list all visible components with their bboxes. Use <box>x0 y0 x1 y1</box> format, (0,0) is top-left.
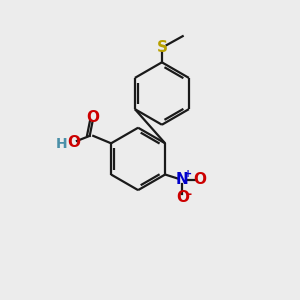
Text: S: S <box>156 40 167 55</box>
Text: N: N <box>176 172 189 188</box>
Text: O: O <box>67 135 80 150</box>
Text: O: O <box>176 190 189 205</box>
Text: O: O <box>86 110 99 125</box>
Text: H: H <box>56 137 68 151</box>
Text: +: + <box>184 169 192 179</box>
Text: -: - <box>186 188 191 201</box>
Text: O: O <box>193 172 206 188</box>
